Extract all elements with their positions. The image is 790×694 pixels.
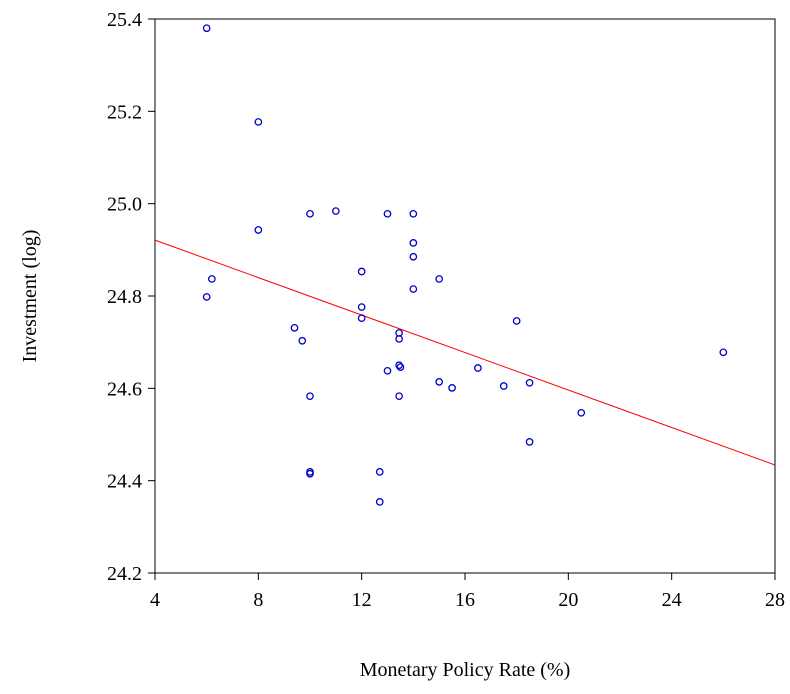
y-tick-label: 24.6 bbox=[107, 378, 142, 400]
y-tick-label: 24.2 bbox=[107, 563, 142, 585]
point bbox=[331, 207, 340, 215]
y-tick-label: 25.0 bbox=[107, 194, 142, 216]
point bbox=[375, 468, 384, 476]
point bbox=[512, 317, 521, 325]
y-tick-label: 25.2 bbox=[107, 101, 142, 123]
point bbox=[202, 24, 211, 33]
point bbox=[409, 252, 418, 261]
x-tick-label: 24 bbox=[662, 589, 682, 611]
point bbox=[395, 361, 403, 370]
point bbox=[357, 314, 366, 323]
point bbox=[395, 335, 403, 343]
plot-frame bbox=[154, 18, 776, 574]
x-tick-label: 28 bbox=[765, 589, 785, 611]
y-axis-title: Investment (log) bbox=[19, 230, 41, 363]
point bbox=[298, 336, 307, 345]
x-tick-label: 12 bbox=[352, 589, 372, 611]
point bbox=[719, 348, 728, 357]
point bbox=[396, 363, 405, 371]
point bbox=[448, 384, 456, 392]
point bbox=[383, 209, 392, 218]
point bbox=[357, 267, 366, 276]
y-tick-label: 24.4 bbox=[107, 471, 142, 493]
point bbox=[435, 275, 444, 283]
point bbox=[409, 209, 418, 218]
point bbox=[306, 469, 314, 478]
x-tick-label: 4 bbox=[150, 589, 160, 611]
point bbox=[435, 378, 444, 386]
point bbox=[474, 364, 482, 372]
x-axis-title: Monetary Policy Rate (%) bbox=[360, 659, 571, 681]
point bbox=[202, 293, 211, 301]
y-tick-label: 25.4 bbox=[107, 9, 142, 31]
point bbox=[207, 275, 216, 283]
point bbox=[577, 408, 586, 417]
point bbox=[383, 366, 392, 375]
point bbox=[409, 285, 418, 293]
x-tick-label: 8 bbox=[253, 589, 263, 611]
point bbox=[306, 209, 314, 218]
y-tick-label: 24.8 bbox=[107, 286, 142, 308]
point bbox=[254, 118, 263, 126]
fit-line bbox=[154, 239, 776, 466]
point bbox=[357, 303, 366, 311]
point bbox=[375, 498, 384, 506]
point bbox=[254, 226, 263, 234]
point bbox=[525, 378, 534, 387]
point bbox=[409, 239, 418, 247]
point bbox=[290, 324, 299, 332]
point bbox=[525, 438, 534, 446]
x-tick-label: 20 bbox=[558, 589, 578, 611]
point bbox=[499, 382, 508, 390]
point bbox=[395, 392, 403, 401]
point bbox=[306, 392, 314, 401]
x-tick-label: 16 bbox=[455, 589, 475, 611]
